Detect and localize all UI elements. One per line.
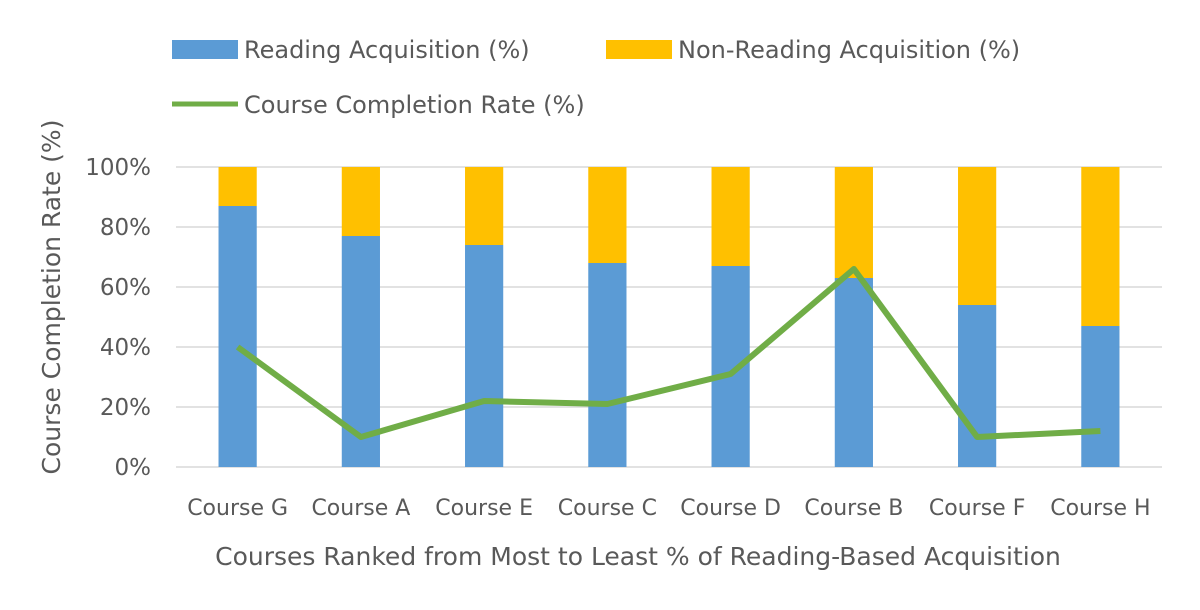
gridlines	[176, 166, 1162, 468]
bar-reading	[1081, 326, 1120, 467]
y-axis-ticks: 0% 20% 40% 60% 80% 100%	[85, 155, 151, 481]
x-category-label: Course D	[680, 496, 781, 521]
bar-reading	[465, 245, 504, 467]
y-tick-label: 20%	[100, 395, 151, 421]
legend-label-reading: Reading Acquisition (%)	[244, 36, 530, 64]
x-category-label: Course B	[804, 496, 903, 521]
bar-non-reading	[711, 167, 750, 266]
bar-non-reading	[958, 167, 997, 305]
bar-reading	[588, 263, 627, 467]
bar-non-reading	[465, 167, 504, 245]
legend-swatch-non-reading	[606, 40, 672, 59]
y-tick-label: 40%	[100, 335, 151, 361]
bar-reading	[834, 278, 873, 467]
x-category-label: Course E	[435, 496, 533, 521]
y-axis-title: Course Completion Rate (%)	[37, 120, 66, 475]
legend-swatch-reading	[172, 40, 238, 59]
x-category-label: Course C	[558, 496, 657, 521]
legend-label-non-reading: Non-Reading Acquisition (%)	[678, 36, 1020, 64]
bar-reading	[958, 305, 997, 467]
bars	[218, 167, 1120, 467]
y-tick-label: 0%	[115, 455, 152, 481]
x-category-label: Course G	[187, 496, 288, 521]
bar-non-reading	[1081, 167, 1120, 326]
bar-non-reading	[341, 167, 380, 236]
y-tick-label: 80%	[100, 215, 151, 241]
x-category-label: Course H	[1050, 496, 1150, 521]
bar-reading	[218, 206, 257, 467]
completion-line	[235, 266, 1101, 440]
completion-rate-line	[235, 266, 1101, 440]
bar-non-reading	[218, 167, 257, 206]
x-category-label: Course F	[929, 496, 1025, 521]
x-axis-categories: Course G Course A Course E Course C Course D…	[187, 496, 1150, 521]
legend: Reading Acquisition (%) Non-Reading Acqu…	[172, 36, 1020, 119]
legend-label-completion: Course Completion Rate (%)	[244, 91, 585, 119]
x-axis-title: Courses Ranked from Most to Least % of R…	[215, 542, 1061, 571]
bar-non-reading	[588, 167, 627, 263]
y-tick-label: 100%	[85, 155, 151, 181]
bar-non-reading	[834, 167, 873, 278]
x-category-label: Course A	[311, 496, 410, 521]
y-tick-label: 60%	[100, 275, 151, 301]
